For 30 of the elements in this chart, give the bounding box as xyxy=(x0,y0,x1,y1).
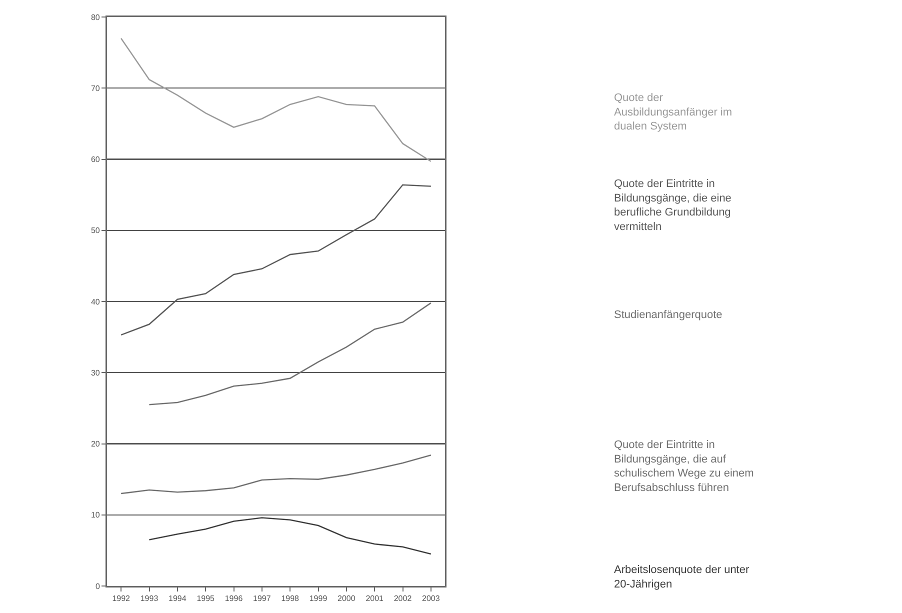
y-tick-label: 50 xyxy=(90,226,100,236)
x-tick-label: 1993 xyxy=(140,594,159,604)
text: Quote der Eintritte in Bildungsgänge, die auf schulischem Wege zu einem Berufsabschluss führen xyxy=(614,439,754,494)
text: Quote der Ausbildungsanfänger im dualen System xyxy=(614,92,732,133)
y-tick-label: 60 xyxy=(90,155,100,164)
x-tick-label: 1998 xyxy=(281,594,300,604)
x-tick-label: 1995 xyxy=(196,594,216,604)
text: Studienanfängerquote xyxy=(614,309,722,321)
x-tick-label: 1996 xyxy=(224,594,244,604)
x-tick-label: 2000 xyxy=(338,594,356,604)
y-tick-label: 20 xyxy=(90,440,100,449)
x-tick-label: 1994 xyxy=(168,594,187,604)
line-series xyxy=(148,517,432,555)
text: Quote der Eintritte in Bildungsgänge, die eine berufliche Grundbildung vermitteln xyxy=(614,178,732,233)
y-tick-label: 40 xyxy=(90,297,100,306)
x-tick-label: 2002 xyxy=(394,594,412,604)
x-tick-label: 2003 xyxy=(422,594,440,604)
x-tick-label: 1997 xyxy=(253,594,272,604)
x-tick-label: 1999 xyxy=(309,594,328,604)
line-series xyxy=(148,302,432,406)
y-tick-label: 0 xyxy=(95,582,100,591)
line-series xyxy=(120,38,432,162)
y-tick-label: 30 xyxy=(90,368,100,378)
text: Arbeitslosenquote der unter 20-Jährigen xyxy=(614,564,750,590)
x-tick-label: 2001 xyxy=(366,594,384,604)
y-tick-label: 70 xyxy=(90,84,100,93)
y-tick-label: 80 xyxy=(90,12,100,22)
line-series xyxy=(120,454,432,494)
x-tick-label: 1992 xyxy=(112,594,131,604)
y-tick-label: 10 xyxy=(90,510,100,520)
